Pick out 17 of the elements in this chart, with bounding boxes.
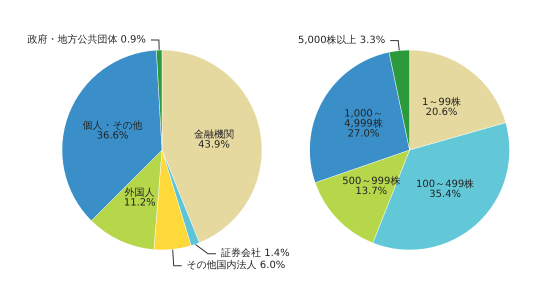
data-label: 43.9% bbox=[198, 139, 230, 150]
data-label: 20.6% bbox=[426, 107, 458, 118]
slice-label: 証券会社 1.4% bbox=[221, 247, 290, 260]
slice-label: 金融機関 bbox=[194, 128, 234, 140]
slice-label: 1,000～ 4,999株 bbox=[344, 108, 383, 130]
slice-label: 政府・地方公共団体 0.9% bbox=[27, 34, 146, 46]
slice-label: 個人・その他 bbox=[82, 120, 142, 132]
data-label: 13.7% bbox=[355, 186, 388, 198]
data-label: 35.4% bbox=[429, 188, 462, 200]
data-label: 11.2% bbox=[124, 198, 156, 209]
slice-label: その他国内法人 6.0% bbox=[186, 259, 286, 272]
slice-label: 5,000株以上 3.3% bbox=[298, 34, 386, 46]
slice-label: 1～99株 bbox=[422, 96, 462, 108]
data-label: 27.0% bbox=[348, 128, 380, 140]
slice-label: 100～499株 bbox=[416, 178, 474, 190]
slice-label: 外国人 bbox=[124, 188, 155, 199]
data-label: 36.6% bbox=[96, 130, 128, 142]
